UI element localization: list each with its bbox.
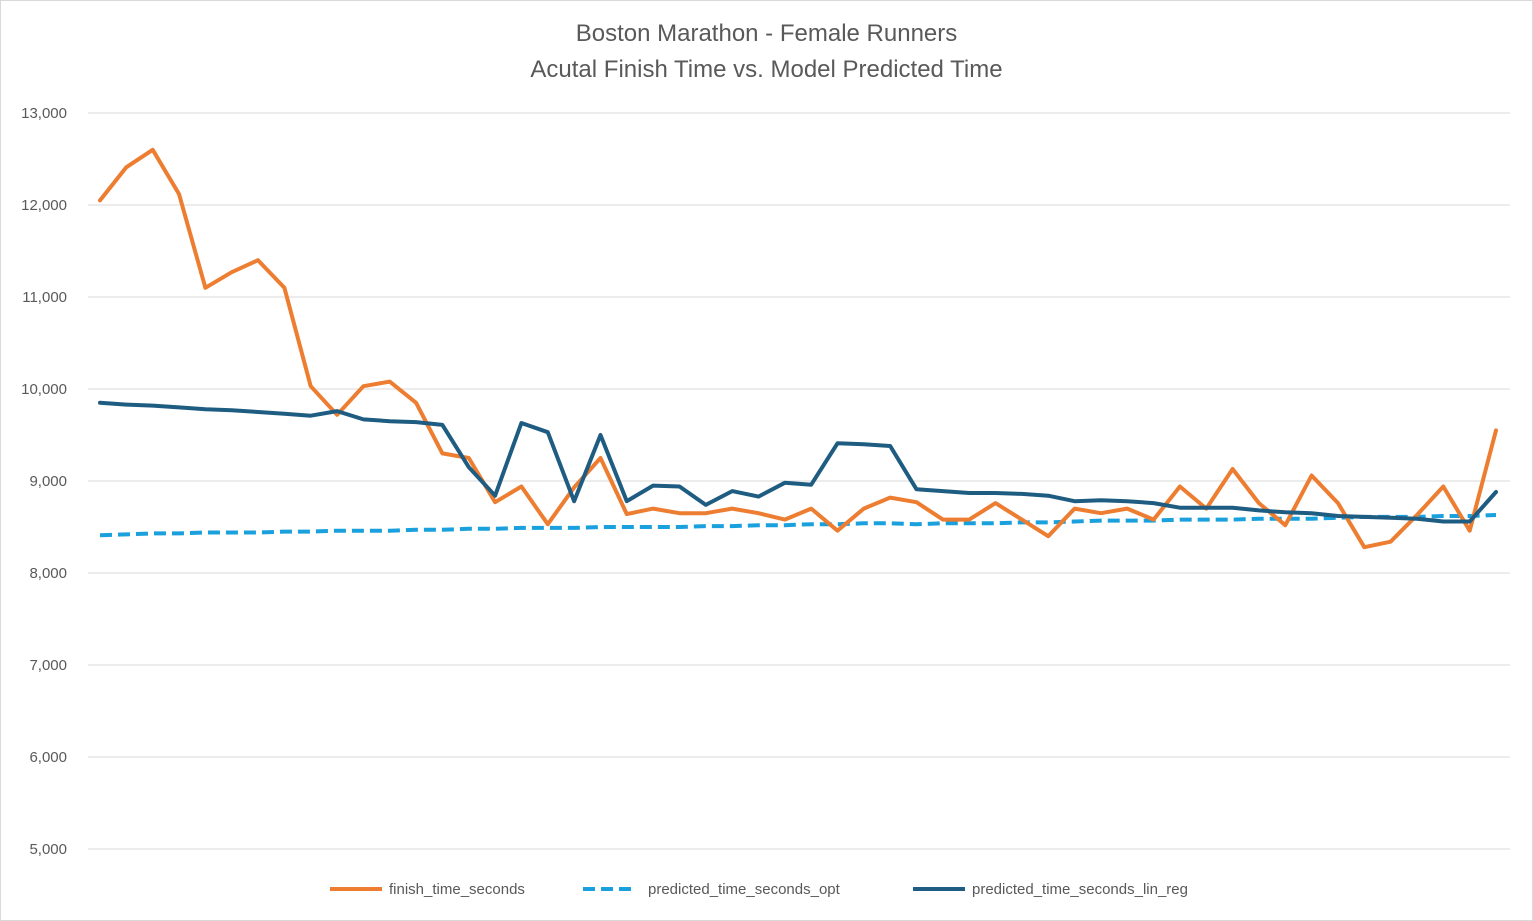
y-tick-label: 5,000 xyxy=(29,841,67,858)
legend-label: predicted_time_seconds_lin_reg xyxy=(972,881,1188,898)
y-tick-label: 9,000 xyxy=(29,473,67,490)
legend: finish_time_seconds predicted_time_second… xyxy=(330,881,1188,898)
y-tick-label: 12,000 xyxy=(21,197,67,214)
series-line-finish-time-seconds xyxy=(98,147,1498,550)
y-tick-label: 13,000 xyxy=(21,105,67,122)
y-tick-label: 8,000 xyxy=(29,565,67,582)
series-line-predicted-time-seconds-opt xyxy=(99,513,1497,538)
y-axis-tick-labels: 5,000 6,000 7,000 8,000 9,000 10,000 11,000 12,… xyxy=(21,105,67,858)
y-tick-label: 10,000 xyxy=(21,381,67,398)
y-tick-label: 11,000 xyxy=(22,289,67,306)
y-tick-label: 7,000 xyxy=(29,657,67,674)
legend-label: finish_time_seconds xyxy=(389,881,525,898)
y-tick-label: 6,000 xyxy=(29,749,67,766)
series-lines xyxy=(98,147,1498,550)
gridlines xyxy=(88,112,1510,850)
legend-label: predicted_time_seconds_opt xyxy=(648,881,841,898)
chart-title: Boston Marathon - Female Runners xyxy=(575,20,958,47)
series-line-predicted-time-seconds-lin-reg xyxy=(98,400,1498,524)
chart-subtitle: Acutal Finish Time vs. Model Predicted T… xyxy=(530,56,1003,83)
